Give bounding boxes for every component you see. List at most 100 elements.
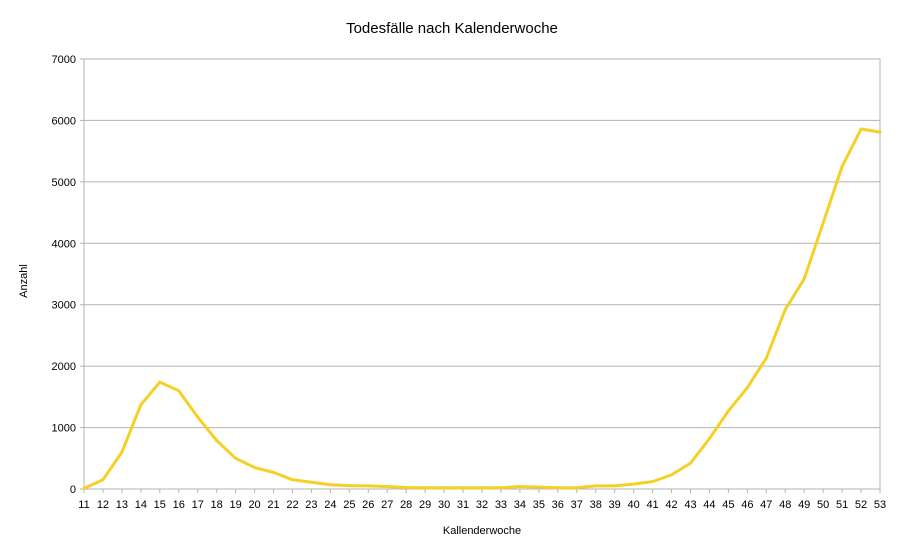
- x-tick-label: 45: [722, 499, 734, 511]
- gridlines: [84, 119, 880, 429]
- data-point-28: [404, 485, 408, 489]
- x-tick-label: 22: [286, 499, 298, 511]
- data-point-20: [253, 466, 257, 469]
- x-tick-label: 44: [703, 499, 715, 511]
- x-tick-label: 36: [552, 499, 564, 511]
- x-tick-label: 20: [248, 499, 260, 511]
- data-point-25: [347, 484, 351, 488]
- data-point-48: [783, 308, 787, 312]
- x-tick-label: 11: [78, 499, 89, 511]
- x-tick-label: 29: [419, 499, 431, 511]
- data-point-45: [726, 409, 730, 413]
- x-axis-label: Kallenderwoche: [443, 525, 521, 537]
- data-point-50: [821, 221, 825, 225]
- x-axis-ticks: 11 12 13 14 15 16 17 18 19 20 21 22 23 24 25 26 27 28 29 30…: [78, 489, 886, 511]
- x-tick-label: 40: [627, 499, 639, 511]
- x-tick-label: 34: [514, 499, 526, 511]
- x-tick-label: 25: [343, 499, 355, 511]
- data-point-35: [537, 485, 541, 489]
- y-tick-label: 6000: [52, 115, 76, 127]
- data-point-17: [196, 415, 200, 419]
- data-point-11: [82, 486, 86, 490]
- x-tick-label: 37: [571, 499, 583, 511]
- x-tick-label: 21: [267, 499, 279, 511]
- x-tick-label: 50: [817, 499, 829, 511]
- x-tick-label: 27: [381, 499, 393, 511]
- data-point-38: [594, 484, 598, 488]
- y-tick-label: 2000: [52, 361, 76, 373]
- x-tick-label: 42: [665, 499, 677, 511]
- y-tick-label: 7000: [52, 54, 76, 66]
- x-tick-label: 12: [97, 499, 109, 511]
- data-point-30: [442, 486, 446, 490]
- data-point-23: [309, 480, 313, 484]
- x-tick-label: 18: [211, 499, 223, 511]
- x-tick-label: 35: [533, 499, 545, 511]
- x-tick-label: 32: [476, 499, 488, 511]
- data-point-22: [290, 478, 294, 482]
- x-tick-label: 46: [741, 499, 753, 511]
- y-axis-ticks: 0 1000 2000 3000 4000 5000 6000 7000: [52, 54, 84, 496]
- data-point-12: [101, 478, 105, 482]
- y-tick-label: 0: [70, 484, 76, 496]
- data-point-47: [764, 356, 768, 360]
- x-tick-label: 30: [438, 499, 450, 511]
- y-tick-label: 1000: [52, 423, 76, 435]
- data-point-51: [840, 165, 844, 168]
- data-point-15: [158, 380, 162, 384]
- data-point-34: [518, 485, 522, 489]
- x-tick-label: 31: [457, 499, 469, 511]
- data-point-49: [802, 277, 806, 281]
- data-point-31: [461, 486, 465, 490]
- y-tick-label: 3000: [52, 300, 76, 312]
- data-point-33: [499, 486, 503, 490]
- data-point-21: [272, 470, 276, 474]
- x-tick-label: 47: [760, 499, 772, 511]
- x-tick-label: 28: [400, 499, 412, 511]
- x-tick-label: 23: [305, 499, 317, 511]
- x-tick-label: 52: [855, 499, 867, 511]
- data-point-39: [613, 484, 617, 488]
- x-tick-label: 39: [609, 499, 621, 511]
- data-point-46: [745, 386, 749, 390]
- data-point-13: [120, 450, 124, 454]
- data-point-52: [859, 127, 863, 131]
- y-tick-label: 4000: [52, 238, 76, 250]
- data-point-14: [139, 403, 143, 407]
- data-point-42: [670, 473, 674, 477]
- data-point-36: [556, 486, 560, 490]
- x-tick-label: 15: [154, 499, 166, 511]
- x-tick-label: 19: [229, 499, 241, 511]
- x-tick-label: 53: [874, 499, 886, 511]
- x-tick-label: 51: [836, 499, 848, 511]
- x-tick-label: 33: [495, 499, 507, 511]
- x-tick-label: 17: [192, 499, 204, 511]
- data-point-32: [480, 486, 484, 490]
- x-tick-label: 48: [779, 499, 791, 511]
- x-tick-label: 24: [324, 499, 336, 511]
- data-point-26: [366, 484, 370, 488]
- series-group: [82, 127, 882, 490]
- data-point-27: [385, 485, 389, 489]
- data-point-37: [575, 486, 579, 490]
- data-point-18: [215, 438, 219, 442]
- data-point-24: [328, 483, 332, 487]
- chart-title: Todesfälle nach Kalenderwoche: [346, 20, 558, 37]
- x-tick-label: 49: [798, 499, 810, 511]
- x-tick-label: 43: [684, 499, 696, 511]
- x-tick-label: 13: [116, 499, 128, 511]
- data-point-40: [632, 482, 636, 486]
- x-tick-label: 26: [362, 499, 374, 511]
- series-line-0: [82, 127, 882, 490]
- y-axis-label: Anzahl: [18, 264, 30, 298]
- x-tick-label: 14: [135, 499, 147, 511]
- data-point-53: [878, 130, 882, 134]
- data-point-19: [234, 456, 238, 460]
- x-tick-label: 41: [646, 499, 658, 511]
- data-point-44: [707, 437, 711, 441]
- y-tick-label: 5000: [52, 177, 76, 189]
- x-tick-label: 16: [173, 499, 185, 511]
- x-tick-label: 38: [590, 499, 602, 511]
- data-point-16: [177, 389, 181, 393]
